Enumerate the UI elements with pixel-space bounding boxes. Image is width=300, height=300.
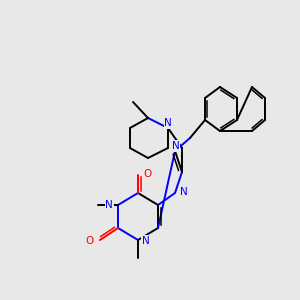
Text: N: N	[180, 187, 188, 197]
Text: N: N	[142, 236, 150, 246]
Text: O: O	[143, 169, 151, 179]
Text: N: N	[105, 200, 113, 210]
Text: N: N	[172, 141, 180, 151]
Text: O: O	[86, 236, 94, 246]
Text: N: N	[164, 118, 172, 128]
